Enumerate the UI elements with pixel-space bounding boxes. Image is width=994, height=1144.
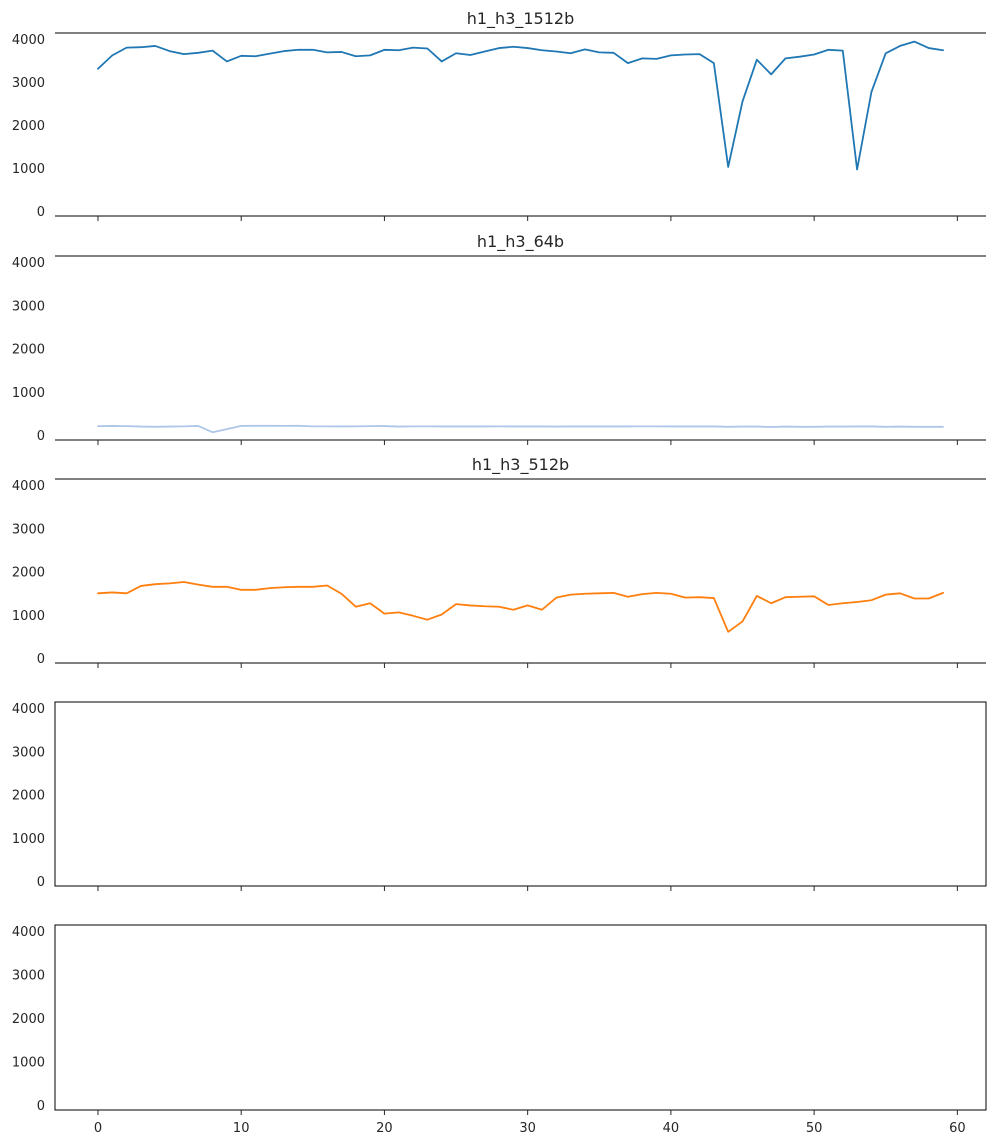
y-tick-label: 0	[37, 1099, 45, 1114]
y-tick-label: 2000	[12, 789, 45, 804]
series-line-h1_h3_512b	[97, 581, 944, 633]
subplot-title: h1_h3_64b	[477, 232, 564, 252]
x-tick-label: 30	[519, 1121, 536, 1136]
y-tick-label: 0	[37, 652, 45, 667]
axes-frame	[54, 701, 987, 887]
y-tick-label: 4000	[12, 479, 45, 494]
y-tick-label: 3000	[12, 299, 45, 314]
y-tick-label: 2000	[12, 1012, 45, 1027]
y-tick-label: 2000	[12, 566, 45, 581]
y-tick-label: 3000	[12, 969, 45, 984]
subplot-3: 0 1000 2000 3000 4000 h1_h3_512b	[12, 455, 986, 668]
y-tick-label: 4000	[12, 702, 45, 717]
series-line-h1_h3_64b	[97, 424, 944, 434]
subplot-4: 0 1000 2000 3000 4000	[12, 701, 987, 891]
x-tick-label: 50	[806, 1121, 823, 1136]
subplot-title: h1_h3_1512b	[467, 9, 575, 29]
y-tick-label: 1000	[12, 832, 45, 847]
y-tick-label: 4000	[12, 256, 45, 271]
y-tick-label: 2000	[12, 343, 45, 358]
subplot-2: 0 1000 2000 3000 4000 h1_h3_64b	[12, 232, 986, 445]
x-tick-label: 0	[94, 1121, 102, 1136]
subplot-1: 0 1000 2000 3000 4000 h1_h3_1512b	[12, 9, 986, 221]
y-tick-label: 4000	[12, 925, 45, 940]
y-tick-label: 3000	[12, 522, 45, 537]
axes-frame	[54, 924, 987, 1111]
x-tick-label: 10	[233, 1121, 250, 1136]
y-tick-label: 1000	[12, 162, 45, 177]
series-line-h1_h3_1512b	[97, 40, 944, 171]
subplot-title: h1_h3_512b	[472, 455, 569, 475]
y-tick-label: 0	[37, 429, 45, 444]
y-tick-label: 4000	[12, 33, 45, 48]
y-tick-label: 1000	[12, 609, 45, 624]
subplot-stack: 01000200030004000h1_h3_1512b010002000300…	[12, 9, 987, 1136]
y-tick-label: 0	[37, 205, 45, 220]
y-tick-label: 0	[37, 875, 45, 890]
y-tick-label: 3000	[12, 745, 45, 760]
y-tick-label: 1000	[12, 1056, 45, 1071]
x-tick-label: 40	[663, 1121, 680, 1136]
y-tick-label: 1000	[12, 386, 45, 401]
y-tick-label: 3000	[12, 76, 45, 91]
x-tick-label: 20	[376, 1121, 393, 1136]
subplot-5: 0 1000 2000 3000 4000 0 10 20 30 40 50 60	[12, 924, 987, 1136]
x-tick-label: 60	[949, 1121, 966, 1136]
y-tick-label: 2000	[12, 119, 45, 134]
